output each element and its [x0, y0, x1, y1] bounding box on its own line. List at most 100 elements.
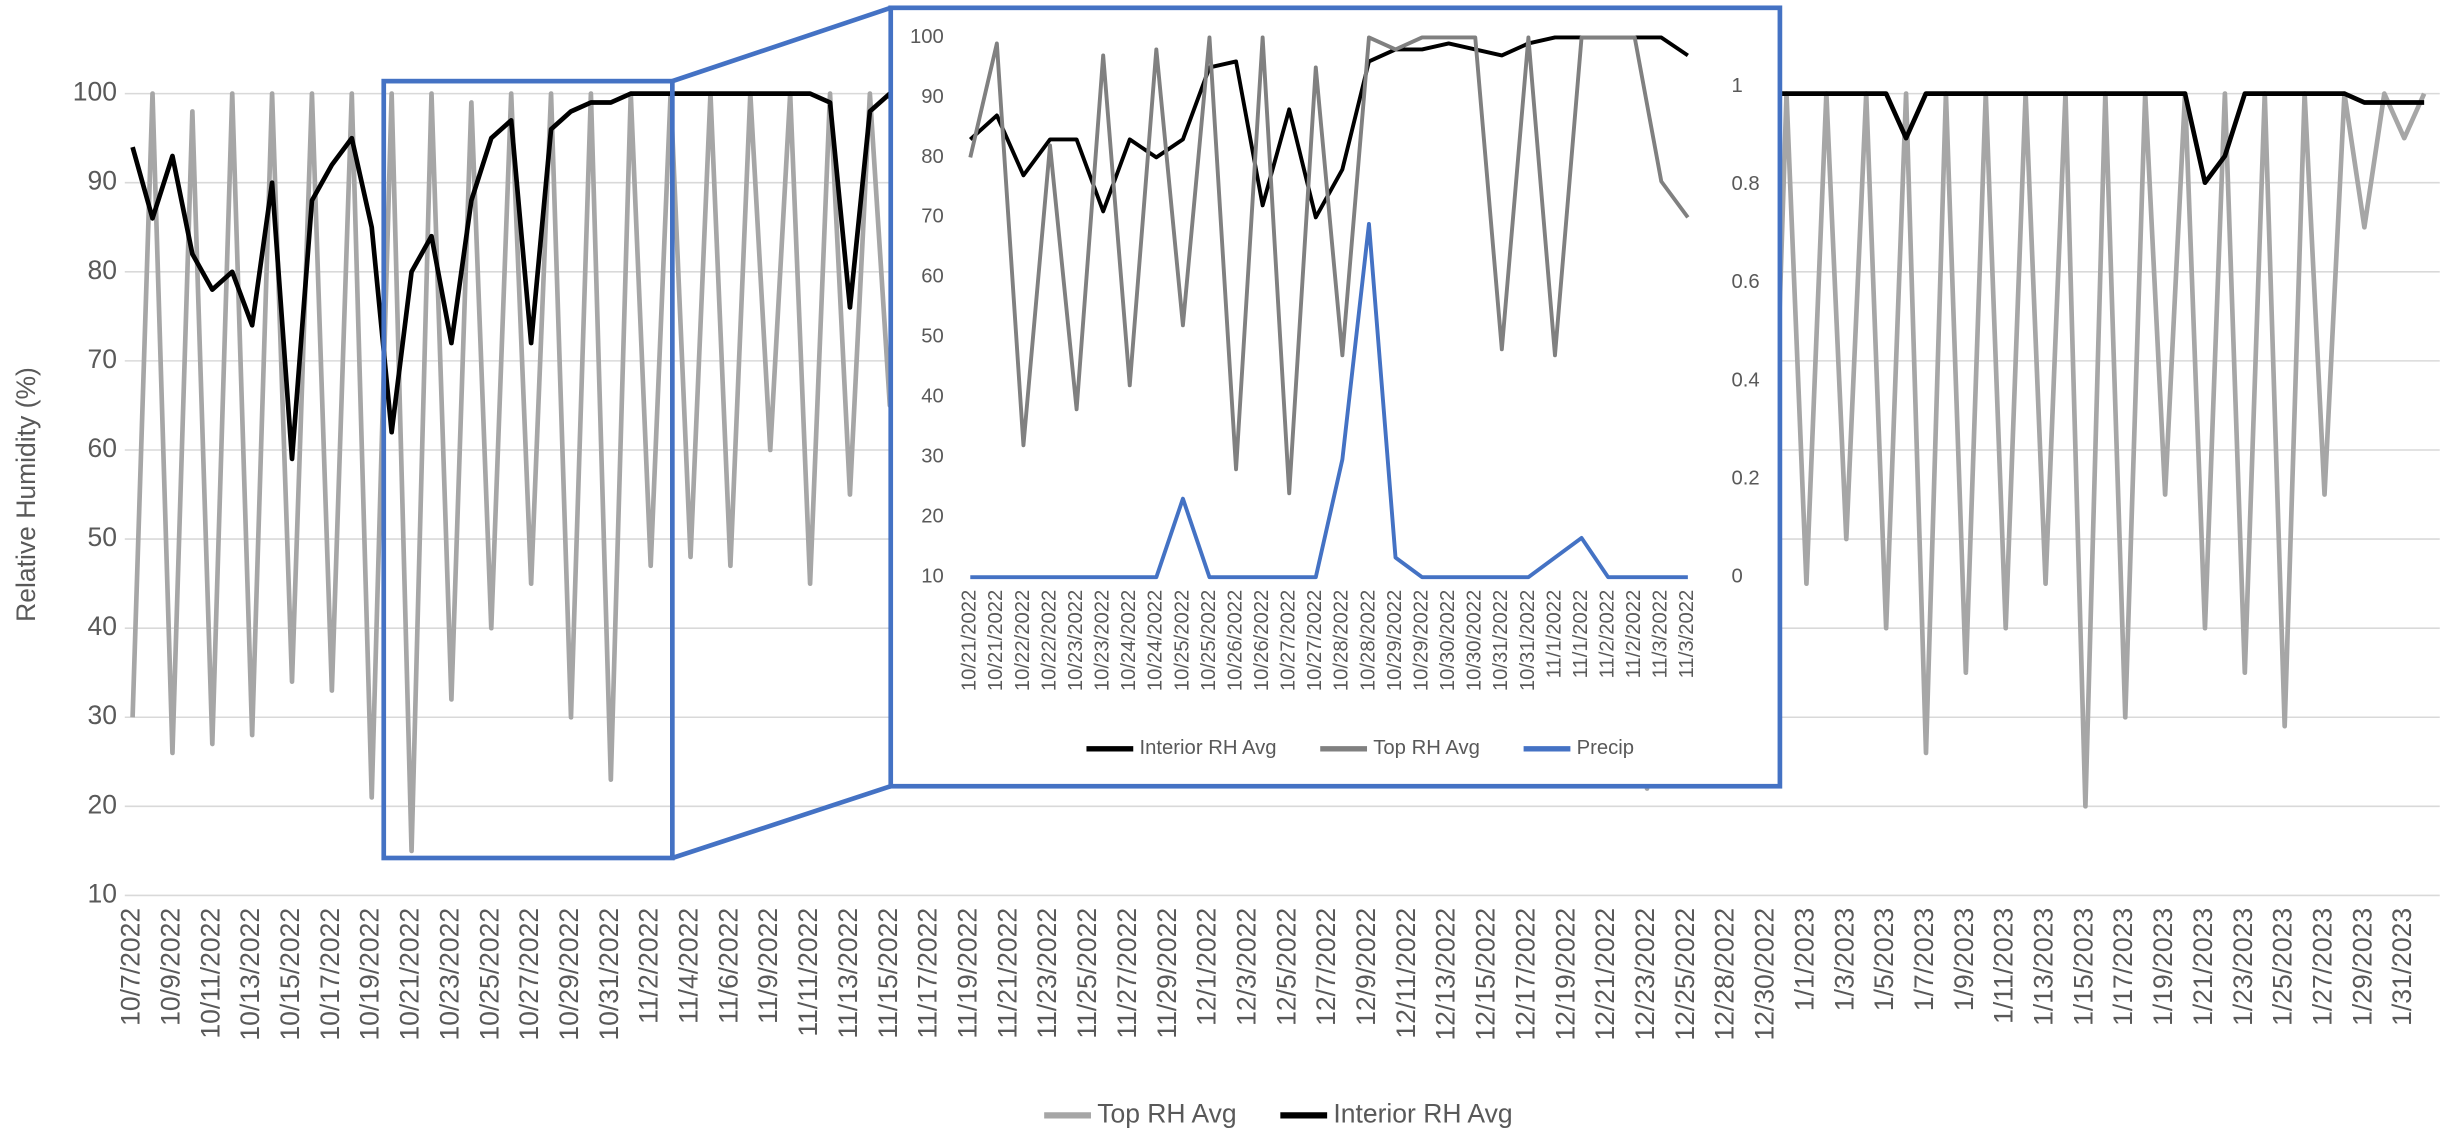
legend-label: Interior RH Avg [1139, 737, 1276, 759]
x-tick-label: 12/9/2022 [1351, 908, 1381, 1026]
x-tick-label: 10/11/2022 [195, 908, 225, 1039]
y-tick-label: 80 [921, 146, 944, 168]
zoom-indicator [381, 5, 1783, 861]
y-tick-label: 60 [921, 266, 944, 288]
y-tick-label: 30 [88, 700, 117, 730]
x-tick-label: 10/23/2022 [1092, 590, 1114, 691]
series-line [968, 35, 1690, 496]
x-tick-label: 1/19/2023 [2148, 908, 2178, 1026]
y-tick-label: 80 [88, 255, 117, 285]
x-tick-label: 11/17/2022 [913, 908, 943, 1039]
x-tick-label: 11/2/2022 [1623, 590, 1645, 679]
x-tick-label: 1/23/2023 [2228, 908, 2258, 1026]
y-tick-label: 60 [88, 433, 117, 463]
legend-label: Top RH Avg [1097, 1098, 1236, 1128]
x-tick-label: 12/28/2022 [1710, 908, 1740, 1041]
x-tick-label: 1/21/2023 [2188, 908, 2218, 1026]
x-tick-label: 11/3/2022 [1650, 590, 1672, 679]
x-tick-label: 10/28/2022 [1357, 590, 1379, 691]
x-tick-label: 12/25/2022 [1670, 908, 1700, 1041]
x-tick-label: 10/31/2022 [1517, 590, 1539, 691]
y-tick-label: 40 [88, 611, 117, 641]
y2-tick-label: 1 [1732, 75, 1743, 97]
y-tick-label: 90 [88, 166, 117, 196]
x-tick-label: 11/1/2022 [1543, 590, 1565, 679]
x-tick-label: 10/7/2022 [116, 908, 146, 1026]
x-tick-label: 10/19/2022 [355, 908, 385, 1041]
y-tick-label: 70 [88, 344, 117, 374]
x-tick-label: 12/17/2022 [1510, 908, 1540, 1041]
x-tick-label: 10/24/2022 [1145, 590, 1167, 691]
inset-frame [888, 5, 1783, 789]
y-axis-label: Relative Humidity (%) [11, 367, 41, 622]
x-tick-label: 1/27/2023 [2308, 908, 2338, 1026]
x-tick-label: 11/1/2022 [1570, 590, 1592, 679]
y-tick-label: 70 [921, 206, 944, 228]
x-tick-label: 11/29/2022 [1152, 908, 1182, 1039]
y-tick-label: 50 [88, 522, 117, 552]
x-tick-label: 11/27/2022 [1112, 908, 1142, 1039]
x-tick-label: 11/15/2022 [873, 908, 903, 1039]
x-tick-label: 11/4/2022 [674, 908, 704, 1024]
y-tick-label: 30 [921, 446, 944, 468]
x-tick-label: 10/30/2022 [1464, 590, 1486, 691]
y-tick-label: 10 [88, 878, 117, 908]
y-tick-label: 10 [921, 566, 944, 588]
x-tick-label: 12/11/2022 [1391, 908, 1421, 1039]
y2-tick-label: 0.4 [1732, 369, 1760, 391]
y-tick-label: 100 [910, 26, 944, 48]
legend-label: Top RH Avg [1373, 737, 1480, 759]
x-tick-label: 11/2/2022 [1596, 590, 1618, 679]
x-tick-label: 10/31/2022 [1490, 590, 1512, 691]
x-tick-label: 1/31/2023 [2387, 908, 2417, 1026]
x-tick-label: 11/23/2022 [1032, 908, 1062, 1039]
x-tick-label: 10/29/2022 [1384, 590, 1406, 691]
x-tick-label: 10/28/2022 [1331, 590, 1353, 691]
x-tick-label: 12/7/2022 [1311, 908, 1341, 1026]
x-tick-label: 12/19/2022 [1550, 908, 1580, 1041]
x-tick-label: 10/23/2022 [434, 908, 464, 1041]
x-tick-label: 10/22/2022 [1038, 590, 1060, 691]
x-tick-label: 10/13/2022 [235, 908, 265, 1041]
x-tick-label: 1/1/2023 [1789, 908, 1819, 1011]
y-tick-label: 20 [88, 789, 117, 819]
x-tick-label: 10/26/2022 [1224, 590, 1246, 691]
x-tick-label: 1/11/2023 [1989, 908, 2019, 1024]
zoom-connector [671, 5, 892, 84]
x-tick-label: 11/13/2022 [833, 908, 863, 1039]
x-tick-label: 10/23/2022 [1065, 590, 1087, 691]
y2-tick-label: 0.2 [1732, 467, 1760, 489]
x-tick-label: 10/27/2022 [1304, 590, 1326, 691]
x-tick-label: 12/5/2022 [1271, 908, 1301, 1026]
y-tick-label: 100 [73, 77, 117, 107]
y-tick-label: 40 [921, 386, 944, 408]
x-tick-label: 10/31/2022 [594, 908, 624, 1041]
y2-tick-label: 0.8 [1732, 173, 1760, 195]
series-line [970, 221, 1688, 580]
x-tick-label: 11/11/2022 [793, 908, 823, 1037]
x-tick-label: 11/2/2022 [634, 908, 664, 1024]
x-tick-label: 1/29/2023 [2347, 908, 2377, 1026]
x-tick-label: 10/21/2022 [959, 590, 981, 691]
x-tick-label: 1/5/2023 [1869, 908, 1899, 1011]
x-tick-label: 10/17/2022 [315, 908, 345, 1041]
zoom-box [381, 78, 675, 861]
x-tick-label: 10/21/2022 [985, 590, 1007, 691]
x-tick-label: 1/9/2023 [1949, 908, 1979, 1011]
x-tick-label: 12/21/2022 [1590, 908, 1620, 1041]
x-tick-label: 11/3/2022 [1676, 590, 1698, 679]
x-tick-label: 11/6/2022 [713, 908, 743, 1024]
zoom-connector [671, 784, 892, 861]
x-tick-label: 10/26/2022 [1251, 590, 1273, 691]
x-tick-label: 1/7/2023 [1909, 908, 1939, 1011]
x-tick-label: 11/9/2022 [753, 908, 783, 1024]
legend: Top RH Avg Interior RH Avg [1044, 1098, 1513, 1128]
x-tick-label: 10/25/2022 [1171, 590, 1193, 691]
x-tick-label: 10/24/2022 [1118, 590, 1140, 691]
x-tick-label: 1/17/2023 [2108, 908, 2138, 1026]
legend-label: Precip [1577, 737, 1634, 759]
x-tick-label: 10/25/2022 [1198, 590, 1220, 691]
x-tick-label: 1/13/2023 [2029, 908, 2059, 1026]
